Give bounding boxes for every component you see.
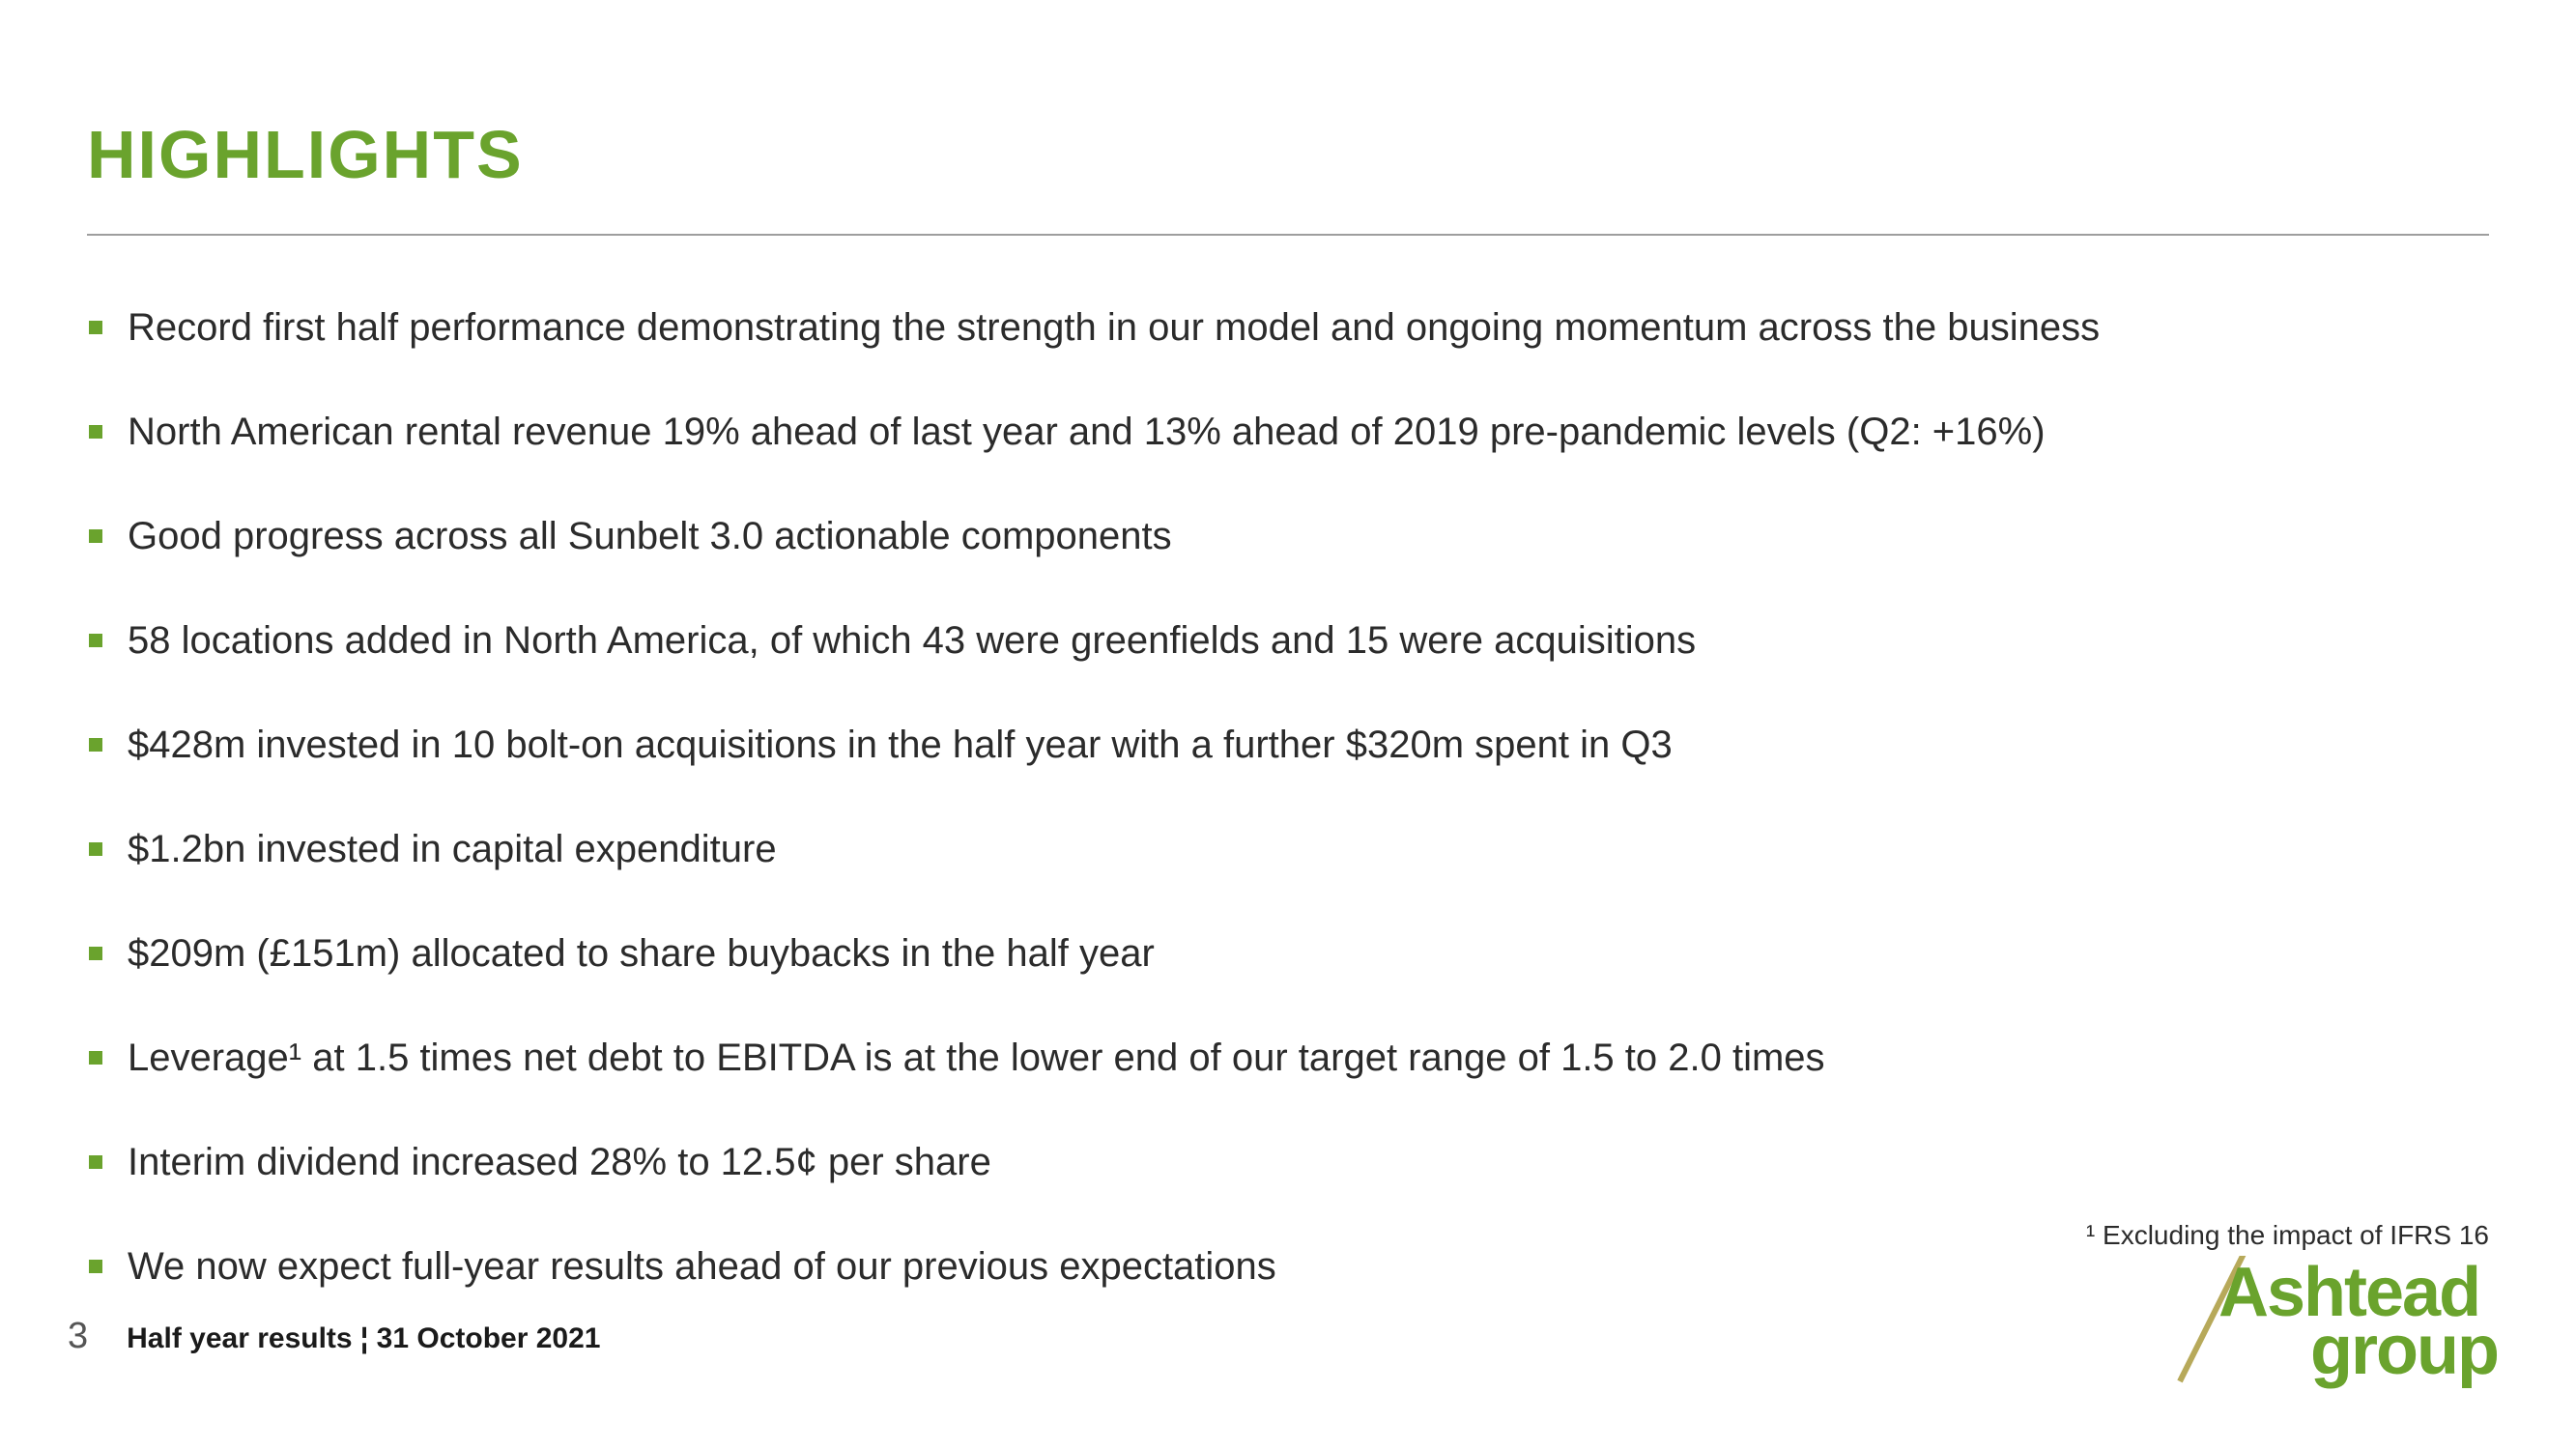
bullet-item: Interim dividend increased 28% to 12.5¢ … [87,1138,2489,1186]
bullet-item: $428m invested in 10 bolt-on acquisition… [87,721,2489,769]
slide: HIGHLIGHTS Record first half performance… [0,0,2576,1449]
ashtead-group-logo: Ashtead group [2112,1256,2499,1391]
slide-title: HIGHLIGHTS [87,116,2489,193]
bullet-item: $209m (£151m) allocated to share buyback… [87,929,2489,978]
bullet-item: 58 locations added in North America, of … [87,616,2489,665]
bullet-item: $1.2bn invested in capital expenditure [87,825,2489,873]
title-rule [87,234,2489,236]
footer: 3 Half year results ¦ 31 October 2021 [68,1316,600,1357]
bullet-item: North American rental revenue 19% ahead … [87,408,2489,456]
bullet-list: Record first half performance demonstrat… [87,303,2489,1291]
bullet-item: Record first half performance demonstrat… [87,303,2489,352]
footnote: ¹ Excluding the impact of IFRS 16 [2086,1220,2489,1251]
bullet-item: Good progress across all Sunbelt 3.0 act… [87,512,2489,560]
footer-text: Half year results ¦ 31 October 2021 [127,1322,600,1355]
page-number: 3 [68,1316,88,1357]
logo-line2: group [2310,1312,2498,1389]
bullet-item: Leverage¹ at 1.5 times net debt to EBITD… [87,1034,2489,1082]
